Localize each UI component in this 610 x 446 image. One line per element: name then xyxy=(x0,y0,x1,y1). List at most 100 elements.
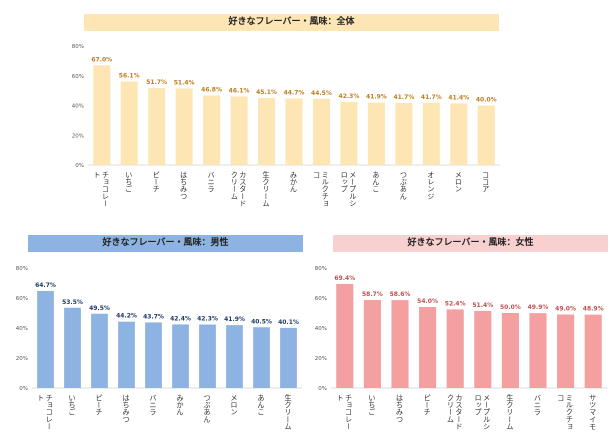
y-tick-label: 40% xyxy=(72,104,84,110)
data-label: 44.5% xyxy=(311,90,332,97)
y-tick-label: 80% xyxy=(72,44,84,50)
category-label-line: チョコレー xyxy=(101,171,110,207)
data-label: 49.9% xyxy=(528,304,549,311)
data-label: 51.4% xyxy=(174,80,195,87)
category-label: つぶあん xyxy=(399,171,408,200)
data-label: 50.0% xyxy=(500,304,521,311)
category-label-line: ロップ xyxy=(474,394,483,416)
category-label-line: バニラ xyxy=(534,394,543,416)
category-label: みかん xyxy=(290,171,299,193)
category-label: いちご xyxy=(68,394,77,416)
category-label-line: ミルクチョ xyxy=(565,394,574,430)
y-tick-label: 0% xyxy=(318,386,327,392)
bar xyxy=(474,310,492,388)
data-label: 41.9% xyxy=(366,94,387,101)
chart-title-female: 好きなフレーバー・風味：女性 xyxy=(333,235,608,252)
data-label: 58.7% xyxy=(362,291,383,298)
bar xyxy=(37,290,54,388)
category-label: メロン xyxy=(230,394,239,416)
category-label-line: サツマイモ xyxy=(589,394,598,430)
category-label-line: メロン xyxy=(230,394,239,416)
data-label: 45.1% xyxy=(256,89,277,96)
data-label: 51.7% xyxy=(146,79,167,86)
data-label: 41.7% xyxy=(421,94,442,101)
data-label: 64.7% xyxy=(35,282,56,289)
bar xyxy=(93,65,111,165)
category-label: あんこ xyxy=(372,171,381,193)
bar xyxy=(253,327,270,388)
bar xyxy=(419,307,437,388)
category-label-line: ピーチ xyxy=(95,394,104,416)
category-label: はちみつ xyxy=(122,394,131,423)
data-label: 40.5% xyxy=(251,318,272,325)
y-tick-label: 80% xyxy=(16,266,28,272)
category-label-line: カスタード xyxy=(239,171,248,207)
data-label: 46.1% xyxy=(229,87,250,94)
data-label: 41.7% xyxy=(393,94,414,101)
bar xyxy=(148,88,166,165)
data-label: 42.3% xyxy=(339,93,360,100)
bar xyxy=(91,313,108,388)
data-label: 53.5% xyxy=(62,299,83,306)
category-label-line: ト xyxy=(37,394,46,401)
data-label: 42.4% xyxy=(170,315,191,322)
bar xyxy=(258,97,276,165)
data-label: 69.4% xyxy=(334,275,355,282)
category-label-line: ココア xyxy=(482,171,491,193)
y-tick-label: 80% xyxy=(315,266,327,272)
y-tick-label: 40% xyxy=(16,326,28,332)
category-label: オレンジ xyxy=(427,171,436,200)
category-label-line: チョコレー xyxy=(45,394,54,430)
bar xyxy=(584,314,602,388)
y-tick-label: 20% xyxy=(16,356,28,362)
category-label: いちご xyxy=(368,394,377,416)
data-label: 49.0% xyxy=(555,306,576,313)
bar xyxy=(120,81,138,165)
category-label-line: いちご xyxy=(68,394,77,416)
category-label: つぶあん xyxy=(203,394,212,423)
data-label: 43.7% xyxy=(143,313,164,320)
bar xyxy=(363,299,381,388)
bar xyxy=(391,300,409,388)
bar xyxy=(367,102,385,165)
bar xyxy=(395,102,413,165)
data-label: 41.4% xyxy=(448,94,469,101)
y-tick-label: 0% xyxy=(19,386,28,392)
category-label-line: クリーム xyxy=(446,394,455,423)
data-label: 40.0% xyxy=(476,97,497,104)
category-label: バニラ xyxy=(534,394,543,416)
category-label: サツマイモ xyxy=(589,394,598,430)
bar xyxy=(175,88,193,165)
category-label-line: 生クリーム xyxy=(284,393,293,430)
category-label-line: 生クリーム xyxy=(262,170,271,207)
category-label-line: バニラ xyxy=(207,171,216,193)
category-label: メロン xyxy=(454,171,463,193)
category-label-line: コ xyxy=(557,394,566,401)
category-label: ピーチ xyxy=(423,394,432,416)
bar xyxy=(336,283,354,388)
category-label-line: カスタード xyxy=(455,394,464,430)
category-label-line: ト xyxy=(93,171,102,178)
category-label: はちみつ xyxy=(180,171,189,200)
bar xyxy=(501,313,519,388)
category-label-line: バニラ xyxy=(149,394,158,416)
category-label: バニラ xyxy=(149,394,158,416)
y-tick-label: 40% xyxy=(315,326,327,332)
category-label-line: ミルクチョ xyxy=(321,171,330,207)
category-label: 生クリーム xyxy=(284,393,293,430)
category-label-line: はちみつ xyxy=(180,171,189,200)
category-label-line: クリーム xyxy=(230,171,239,200)
category-label: 生クリーム xyxy=(506,393,515,430)
category-label-line: メロン xyxy=(454,171,463,193)
bar xyxy=(226,325,243,388)
bar xyxy=(230,96,248,165)
category-label-line: オレンジ xyxy=(427,171,436,200)
bar xyxy=(172,324,189,388)
